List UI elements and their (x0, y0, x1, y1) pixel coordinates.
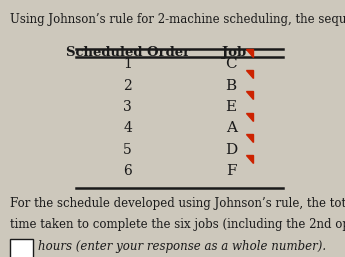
Text: B: B (226, 79, 237, 93)
Polygon shape (246, 113, 253, 121)
Text: A: A (226, 121, 237, 135)
Text: 3: 3 (123, 100, 132, 114)
Text: 2: 2 (123, 79, 132, 93)
Text: hours (enter your response as a whole number).: hours (enter your response as a whole nu… (38, 240, 326, 253)
Polygon shape (246, 91, 253, 99)
Text: time taken to complete the six jobs (including the 2nd operation) =: time taken to complete the six jobs (inc… (10, 218, 345, 232)
Text: Job: Job (223, 46, 247, 59)
Text: 5: 5 (123, 143, 132, 157)
Text: C: C (225, 57, 237, 71)
Bar (10, 239, 33, 257)
Text: Using Johnson’s rule for 2-machine scheduling, the sequence is:: Using Johnson’s rule for 2-machine sched… (10, 13, 345, 26)
Text: Scheduled Order: Scheduled Order (66, 46, 190, 59)
Polygon shape (246, 49, 253, 57)
Text: 6: 6 (123, 164, 132, 178)
Text: 4: 4 (123, 121, 132, 135)
Text: 1: 1 (123, 57, 132, 71)
Text: E: E (226, 100, 237, 114)
Text: D: D (225, 143, 237, 157)
Polygon shape (246, 134, 253, 142)
Text: For the schedule developed using Johnson’s rule, the total length of: For the schedule developed using Johnson… (10, 197, 345, 210)
Text: F: F (226, 164, 236, 178)
Polygon shape (246, 70, 253, 78)
Polygon shape (246, 155, 253, 163)
